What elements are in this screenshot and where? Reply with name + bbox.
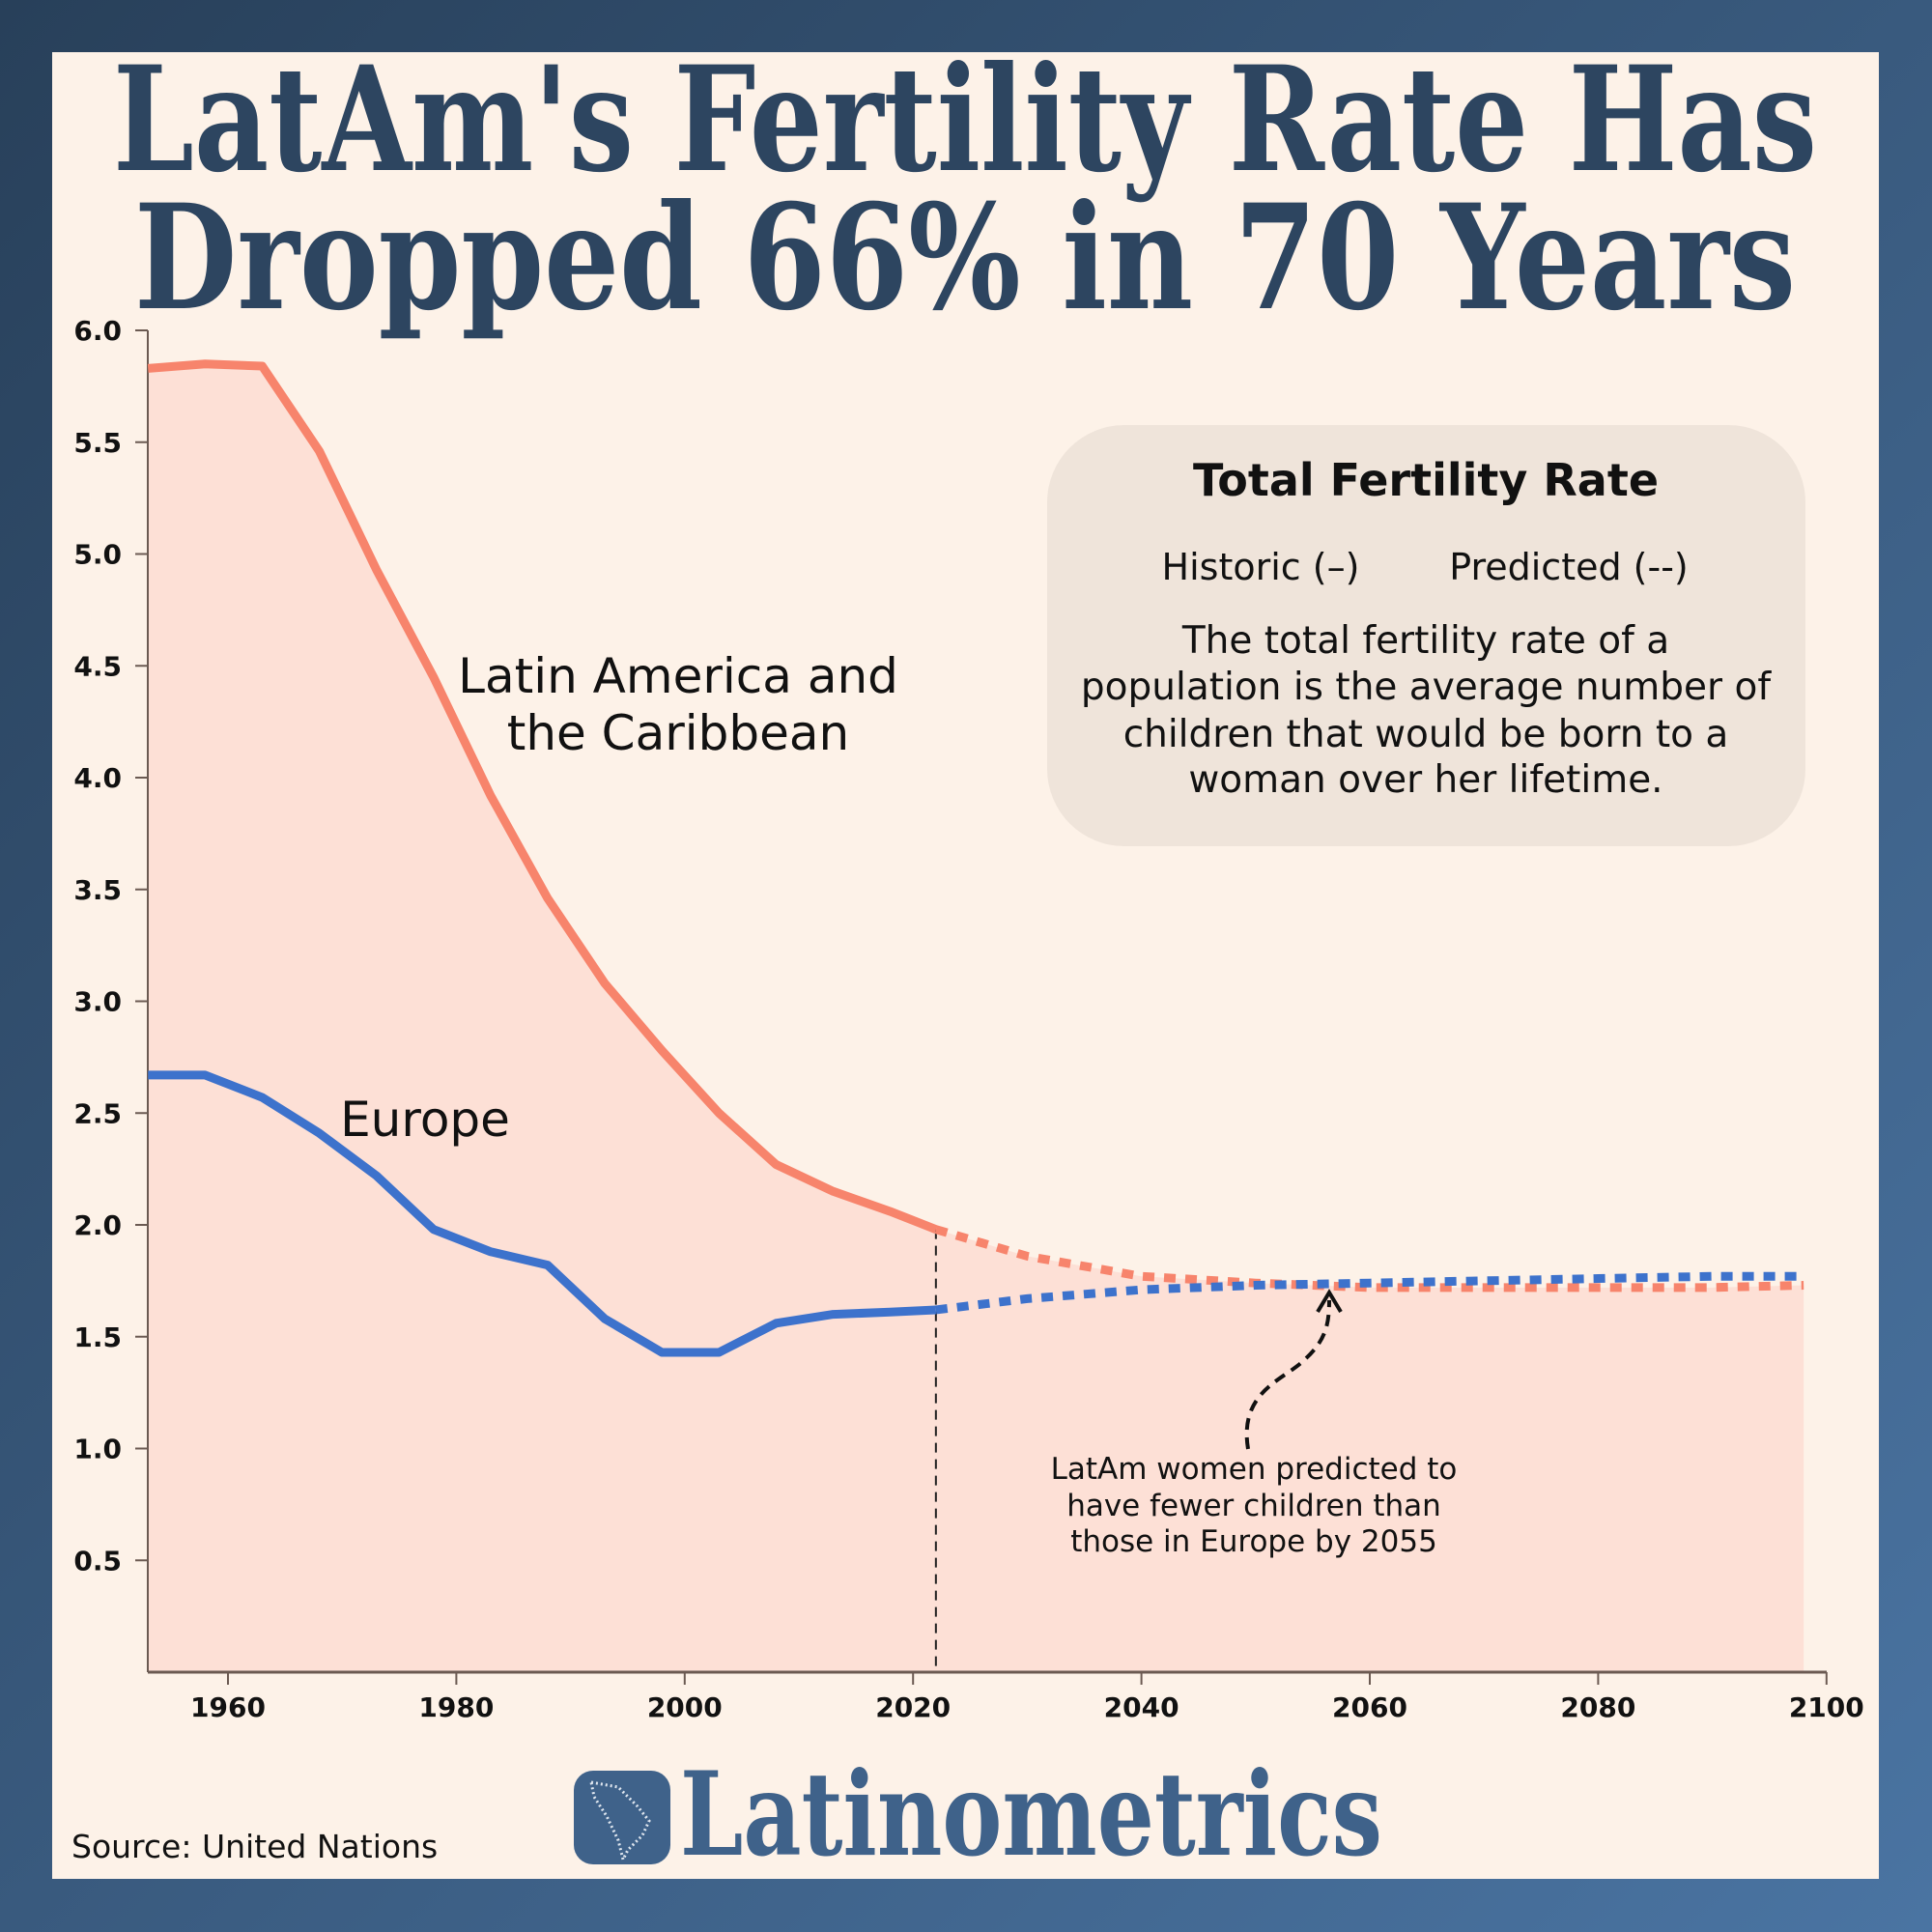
annotation-line: LatAm women predicted to bbox=[1051, 1452, 1458, 1487]
title-line-1: LatAm's Fertility Rate Has bbox=[113, 35, 1817, 205]
annotation: LatAm women predicted to have fewer chil… bbox=[1051, 1289, 1458, 1559]
latin-america-map-icon bbox=[574, 1771, 670, 1864]
legend-description-line: The total fertility rate of a bbox=[1181, 619, 1669, 663]
y-tick-label: 2.5 bbox=[73, 1097, 122, 1129]
europe-predicted-line bbox=[935, 1271, 1804, 1315]
legend-predicted: Predicted (--) bbox=[1449, 546, 1689, 588]
europe-historic-line bbox=[148, 1070, 937, 1357]
brand-name: Latinometrics bbox=[680, 1747, 1382, 1883]
y-tick-label: 3.0 bbox=[73, 986, 122, 1018]
y-tick-label: 1.0 bbox=[73, 1434, 122, 1465]
europe-label: Europe bbox=[340, 1092, 510, 1148]
legend: Total Fertility Rate Historic (–) Predic… bbox=[1047, 425, 1805, 846]
y-tick-label: 0.5 bbox=[73, 1545, 122, 1577]
legend-heading: Total Fertility Rate bbox=[1193, 454, 1659, 506]
x-tick-label: 1960 bbox=[190, 1691, 266, 1723]
y-tick-label: 6.0 bbox=[73, 315, 122, 347]
legend-description-line: population is the average number of bbox=[1081, 666, 1772, 709]
legend-description-line: children that would be born to a bbox=[1123, 713, 1729, 756]
x-tick-label: 1980 bbox=[418, 1691, 494, 1723]
latam-predicted-line bbox=[934, 1225, 1804, 1293]
x-tick-label: 2080 bbox=[1560, 1691, 1635, 1723]
y-tick-label: 1.5 bbox=[73, 1321, 122, 1353]
legend-description-line: woman over her lifetime. bbox=[1188, 758, 1662, 802]
y-tick-label: 4.0 bbox=[73, 762, 122, 794]
latam-label: Latin America and bbox=[458, 648, 898, 704]
legend-box bbox=[1047, 425, 1805, 846]
chart: 0.5 1.0 1.5 2.0 2.5 3.0 3.5 4.0 4.5 5.0 5.5 6.0 1960… bbox=[73, 315, 1863, 1723]
y-tick-label: 5.0 bbox=[73, 539, 122, 571]
arrowhead-icon bbox=[1316, 1289, 1343, 1314]
y-tick-label: 3.5 bbox=[73, 874, 122, 906]
x-tick-label: 2060 bbox=[1332, 1691, 1407, 1723]
x-tick-label: 2100 bbox=[1789, 1691, 1864, 1723]
y-tick-label: 4.5 bbox=[73, 650, 122, 682]
x-tick-label: 2020 bbox=[875, 1691, 951, 1723]
brand-logo: Latinometrics bbox=[574, 1747, 1382, 1883]
legend-historic: Historic (–) bbox=[1162, 546, 1360, 588]
latam-label: the Caribbean bbox=[507, 705, 850, 761]
y-tick-label: 5.5 bbox=[73, 427, 122, 459]
latam-historic-line bbox=[147, 359, 938, 1234]
annotation-line: those in Europe by 2055 bbox=[1070, 1524, 1437, 1559]
x-tick-label: 2000 bbox=[647, 1691, 723, 1723]
source-note: Source: United Nations bbox=[71, 1828, 438, 1865]
x-tick-label: 2040 bbox=[1104, 1691, 1179, 1723]
y-tick-label: 2.0 bbox=[73, 1209, 122, 1241]
annotation-line: have fewer children than bbox=[1066, 1489, 1441, 1523]
latam-area bbox=[148, 363, 1804, 1673]
curved-arrow-icon bbox=[1244, 1299, 1331, 1450]
map-dots bbox=[589, 1780, 651, 1864]
title-line-2: Dropped 66% in 70 Years bbox=[134, 173, 1796, 343]
